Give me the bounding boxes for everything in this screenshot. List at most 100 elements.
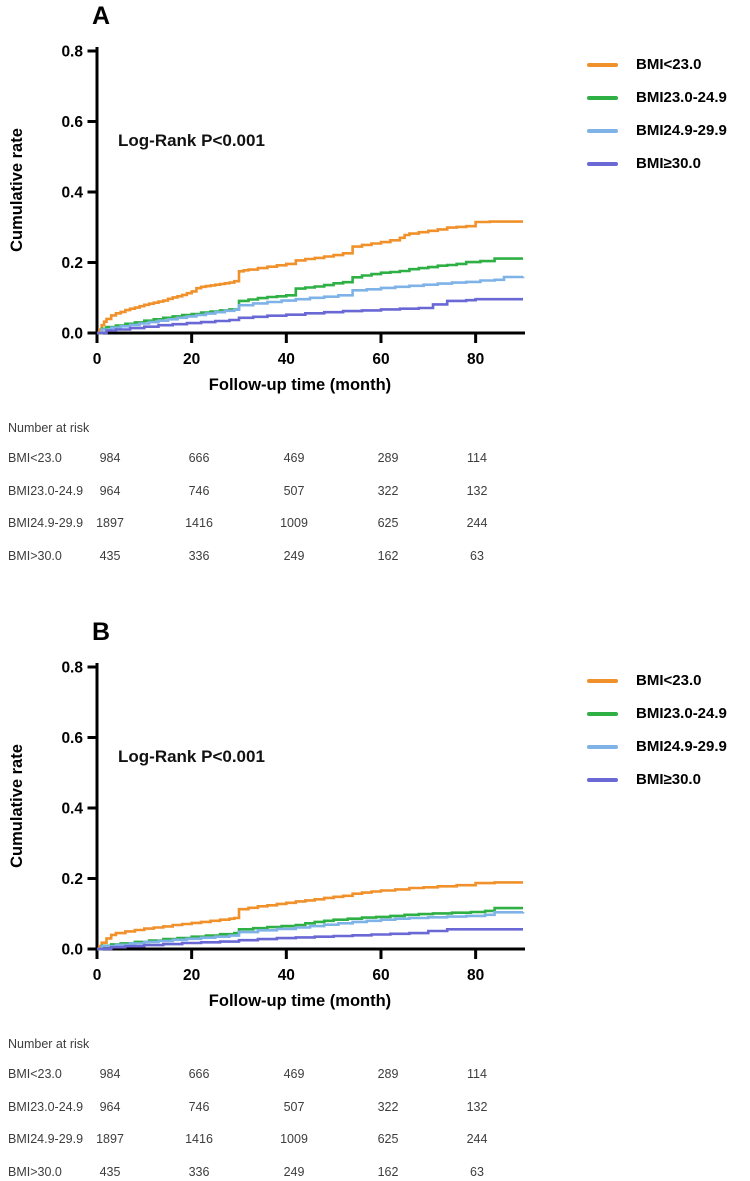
risk-cell: 162 [377, 1164, 399, 1179]
y-tick-label: 0.4 [61, 801, 83, 818]
legend-a: BMI<23.0 BMI23.0-24.9 BMI24.9-29.9 BMI≥30.0 [587, 48, 727, 180]
legend-item-bmi-lt-23-0: BMI<23.0 [587, 664, 727, 697]
risk-cell: 666 [188, 451, 210, 465]
risk-row-0: BMI<23.0 984 666 469 289 114 [0, 451, 750, 467]
risk-row-3: BMI>30.0 435 336 249 162 63 [0, 1165, 750, 1181]
risk-cell: 1416 [185, 1132, 213, 1147]
x-tick-label: 40 [278, 967, 295, 984]
km-curve-bmi-24-9-29-9 [97, 275, 525, 335]
risk-cell: 322 [377, 1099, 399, 1114]
legend-swatch-bmi-23-0-24-9 [587, 711, 618, 716]
risk-cell: 964 [99, 1099, 121, 1114]
panel-letter-b: B [92, 618, 111, 646]
risk-row-2: BMI24.9-29.9 1897 1416 1009 625 244 [0, 516, 750, 532]
risk-cell: 469 [283, 1067, 305, 1081]
risk-row-1: BMI23.0-24.9 964 746 507 322 132 [0, 1100, 750, 1116]
risk-row-2: BMI24.9-29.9 1897 1416 1009 625 244 [0, 1132, 750, 1148]
legend-item-bmi-23-0-24-9: BMI23.0-24.9 [587, 697, 727, 730]
x-tick-label: 0 [93, 967, 102, 984]
legend-label-bmi-23-0-24-9: BMI23.0-24.9 [636, 89, 727, 106]
legend-b: BMI<23.0 BMI23.0-24.9 BMI24.9-29.9 BMI≥30.0 [587, 664, 727, 796]
y-tick-label: 0.8 [61, 660, 83, 677]
risk-cell: 63 [470, 1164, 484, 1179]
risk-row-label: BMI<23.0 [8, 1067, 62, 1081]
risk-cell: 244 [466, 1132, 488, 1147]
km-curve-bmi-lt-23-0 [97, 881, 523, 951]
legend-label-bmi-24-9-29-9: BMI24.9-29.9 [636, 122, 727, 139]
x-tick-label: 80 [467, 967, 484, 984]
y-axis-title: Cumulative rate [8, 744, 26, 868]
y-axis-title: Cumulative rate [8, 128, 26, 252]
y-tick-label: 0.6 [61, 114, 83, 131]
risk-cell: 336 [188, 1164, 210, 1179]
y-tick-label: 0.0 [61, 942, 83, 959]
x-tick-label: 0 [93, 351, 102, 368]
risk-cell: 336 [188, 548, 210, 563]
legend-item-bmi-ge-30-0: BMI≥30.0 [587, 763, 727, 796]
x-tick-label: 80 [467, 351, 484, 368]
y-tick-label: 0.6 [61, 730, 83, 747]
legend-label-bmi-ge-30-0: BMI≥30.0 [636, 155, 701, 172]
risk-cell: 964 [99, 483, 121, 498]
legend-item-bmi-24-9-29-9: BMI24.9-29.9 [587, 730, 727, 763]
risk-row-label: BMI24.9-29.9 [8, 1132, 84, 1147]
risk-cell: 984 [99, 1067, 121, 1081]
panel-a: A 0.0 0.2 0.4 0.6 0.8 0 20 40 60 80 Follow-up time… [0, 2, 750, 565]
risk-row-label: BMI23.0-24.9 [8, 1099, 84, 1114]
x-tick-label: 60 [372, 967, 389, 984]
risk-cell: 469 [283, 451, 305, 465]
risk-cell: 114 [467, 1067, 487, 1081]
risk-cell: 244 [466, 516, 488, 531]
risk-cell: 666 [188, 1067, 210, 1081]
risk-cell: 289 [377, 451, 399, 465]
y-tick-label: 0.4 [61, 185, 83, 202]
x-tick-label: 20 [183, 351, 200, 368]
km-chart-a: 0.0 0.2 0.4 0.6 0.8 0 20 40 60 80 Follow-up time (… [8, 44, 525, 394]
legend-item-bmi-lt-23-0: BMI<23.0 [587, 48, 727, 81]
risk-table-title: Number at risk [8, 1037, 90, 1051]
log-rank-annotation: Log-Rank P<0.001 [118, 131, 265, 150]
km-chart-b: 0.0 0.2 0.4 0.6 0.8 0 20 40 60 80 Follow-up time (… [8, 660, 525, 1010]
legend-swatch-bmi-ge-30-0 [587, 161, 618, 166]
risk-row-label: BMI>30.0 [8, 548, 62, 563]
x-axis-title: Follow-up time (month) [209, 376, 391, 394]
risk-cell: 249 [283, 548, 305, 563]
risk-cell: 507 [283, 1099, 305, 1114]
risk-cell: 132 [466, 483, 488, 498]
x-tick-label: 60 [372, 351, 389, 368]
y-tick-label: 0.8 [61, 44, 83, 61]
panel-letter-a: A [92, 2, 111, 30]
risk-cell: 1897 [96, 516, 124, 531]
risk-cell: 1009 [280, 516, 308, 531]
x-tick-label: 20 [183, 967, 200, 984]
risk-cell: 289 [377, 1067, 399, 1081]
risk-cell: 625 [377, 516, 399, 531]
risk-cell: 1416 [185, 516, 213, 531]
legend-swatch-bmi-24-9-29-9 [587, 744, 618, 749]
risk-row-0: BMI<23.0 984 666 469 289 114 [0, 1067, 750, 1083]
risk-row-1: BMI23.0-24.9 964 746 507 322 132 [0, 484, 750, 500]
risk-row-3: BMI>30.0 435 336 249 162 63 [0, 549, 750, 565]
legend-swatch-bmi-ge-30-0 [587, 777, 618, 782]
log-rank-annotation: Log-Rank P<0.001 [118, 747, 265, 766]
legend-item-bmi-ge-30-0: BMI≥30.0 [587, 147, 727, 180]
km-curve-bmi-lt-23-0 [97, 220, 523, 335]
x-tick-label: 40 [278, 351, 295, 368]
y-tick-label: 0.2 [61, 255, 83, 272]
risk-cell: 746 [188, 1099, 210, 1114]
risk-cell: 322 [377, 483, 399, 498]
y-tick-label: 0.2 [61, 871, 83, 888]
legend-swatch-bmi-23-0-24-9 [587, 95, 618, 100]
risk-cell: 746 [188, 483, 210, 498]
risk-row-label: BMI24.9-29.9 [8, 516, 84, 531]
legend-label-bmi-lt-23-0: BMI<23.0 [636, 56, 702, 73]
legend-label-bmi-23-0-24-9: BMI23.0-24.9 [636, 705, 727, 722]
risk-cell: 507 [283, 483, 305, 498]
risk-table-b: Number at risk BMI<23.0 984 666 469 289 114 BM… [0, 616, 750, 1179]
x-axis-title: Follow-up time (month) [209, 992, 391, 1010]
risk-cell: 435 [99, 1164, 121, 1179]
risk-cell: 162 [377, 548, 399, 563]
panel-b: B 0.0 0.2 0.4 0.6 0.8 0 20 40 60 80 Follow-up time… [0, 616, 750, 1179]
risk-cell: 435 [99, 548, 121, 563]
legend-label-bmi-ge-30-0: BMI≥30.0 [636, 771, 701, 788]
